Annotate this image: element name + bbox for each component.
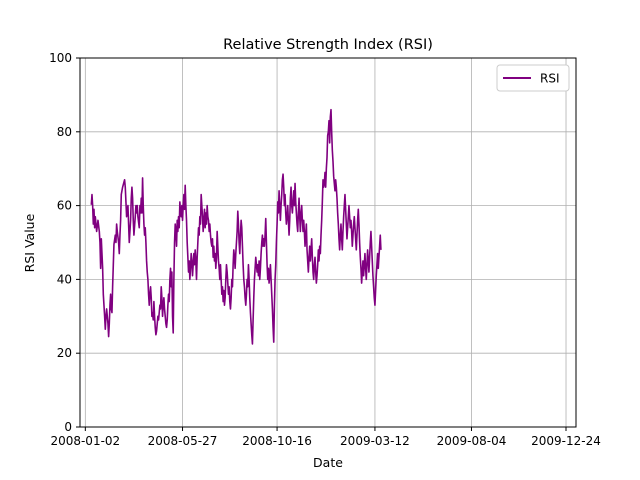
y-tick-label: 0 — [64, 420, 72, 434]
y-tick-label: 100 — [49, 51, 72, 65]
y-tick-label: 40 — [57, 272, 72, 286]
x-tick-label: 2008-01-02 — [50, 434, 120, 448]
chart-title: Relative Strength Index (RSI) — [223, 37, 433, 53]
x-tick-label: 2009-03-12 — [340, 434, 410, 448]
legend-box — [496, 64, 570, 92]
legend-label-rsi: RSI — [540, 72, 560, 86]
series-line-rsi — [90, 108, 382, 345]
legend: RSI — [496, 64, 570, 92]
y-tick-label: 60 — [57, 199, 72, 213]
plot-frame — [79, 57, 577, 428]
y-tick-label: 20 — [57, 346, 72, 360]
x-tick-label: 2009-12-24 — [531, 434, 601, 448]
x-tick-label: 2009-08-04 — [437, 434, 507, 448]
x-axis-ticks: 2008-01-02 2008-05-27 2008-10-16 2009-03-12… — [50, 427, 601, 448]
x-tick-label: 2008-10-16 — [242, 434, 312, 448]
x-tick-label: 2008-05-27 — [148, 434, 218, 448]
x-axis-label: Date — [313, 455, 343, 470]
y-axis-label: RSI Value — [22, 213, 37, 272]
y-axis-ticks: 0 20 40 60 80 100 — [49, 51, 80, 434]
y-tick-label: 80 — [57, 125, 72, 139]
